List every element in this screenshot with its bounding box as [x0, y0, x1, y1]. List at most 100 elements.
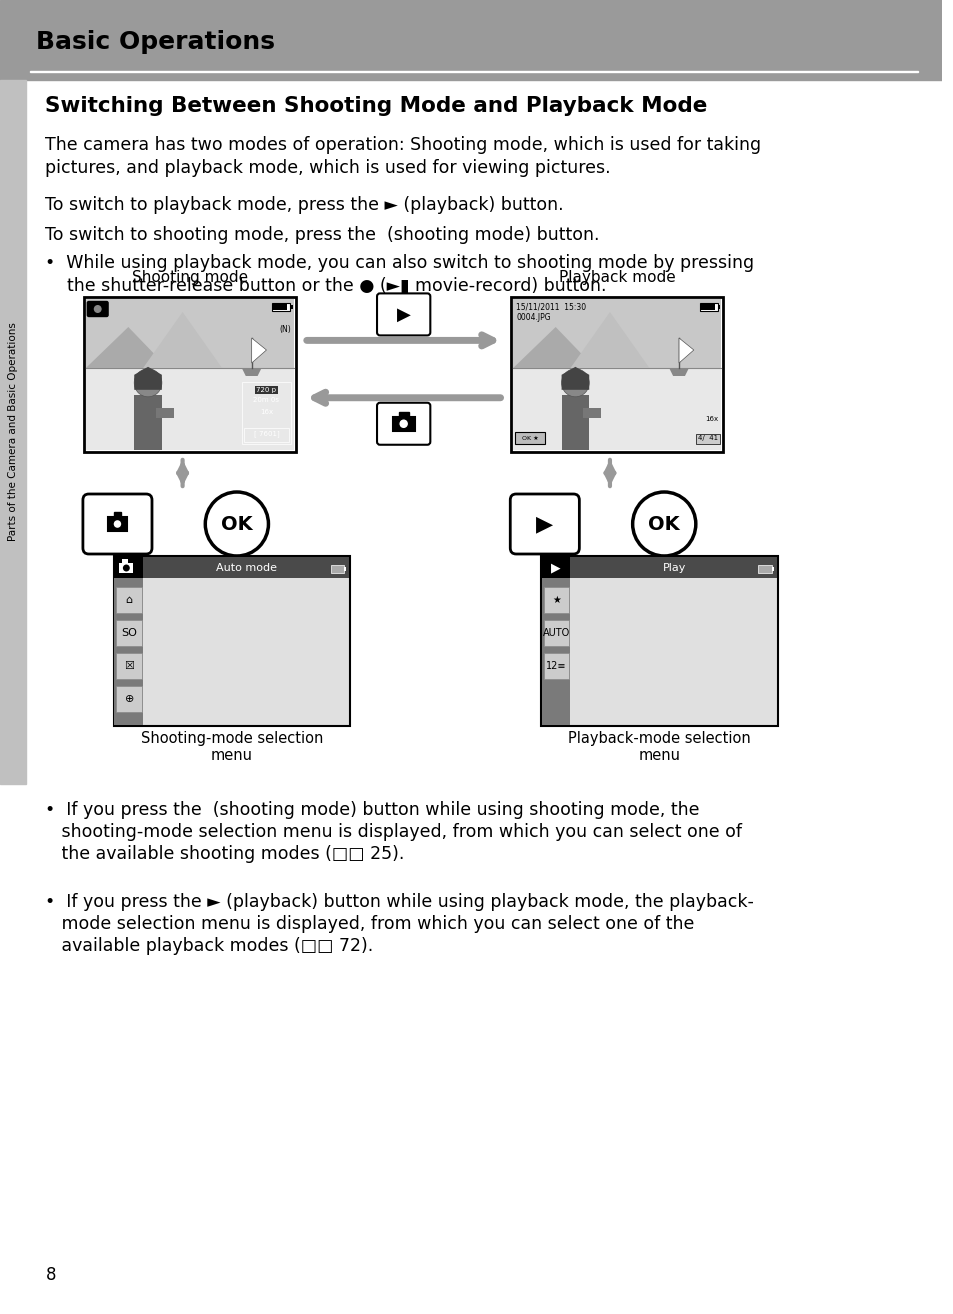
Bar: [513, 300, 720, 368]
Bar: [114, 557, 143, 578]
Polygon shape: [252, 338, 266, 363]
Bar: [717, 305, 720, 309]
Text: Playback-mode selection
menu: Playback-mode selection menu: [567, 731, 750, 763]
Bar: [543, 587, 569, 614]
Text: To switch to playback mode, press the ► (playback) button.: To switch to playback mode, press the ► …: [46, 196, 563, 214]
FancyBboxPatch shape: [510, 494, 578, 555]
Text: pictures, and playback mode, which is used for viewing pictures.: pictures, and playback mode, which is us…: [46, 159, 610, 177]
FancyBboxPatch shape: [83, 494, 152, 555]
Text: Play: Play: [661, 562, 685, 573]
Circle shape: [205, 491, 268, 556]
Text: 720 p: 720 p: [256, 388, 276, 393]
Bar: [290, 305, 293, 309]
Bar: [543, 620, 569, 646]
Bar: [541, 578, 570, 725]
Bar: [695, 434, 719, 444]
Bar: [541, 557, 570, 578]
Text: ▶: ▶: [536, 514, 553, 533]
Bar: [116, 587, 142, 614]
Text: shooting-mode selection menu is displayed, from which you can select one of: shooting-mode selection menu is displaye…: [46, 823, 741, 841]
Bar: [114, 557, 349, 578]
Bar: [771, 568, 773, 572]
Bar: [84, 297, 295, 452]
Polygon shape: [513, 327, 595, 368]
Bar: [86, 300, 294, 368]
Text: ⊕: ⊕: [125, 694, 133, 704]
Bar: [541, 557, 776, 578]
Bar: [398, 411, 408, 417]
Text: mode selection menu is displayed, from which you can select one of the: mode selection menu is displayed, from w…: [46, 915, 694, 933]
Polygon shape: [143, 311, 222, 368]
Text: Shooting mode: Shooting mode: [132, 269, 248, 285]
Bar: [344, 568, 346, 572]
Bar: [241, 382, 291, 444]
Text: 15/11/2011  15:30: 15/11/2011 15:30: [516, 302, 586, 311]
Bar: [582, 407, 600, 418]
Circle shape: [398, 419, 408, 428]
Text: •  If you press the ► (playback) button while using playback mode, the playback-: • If you press the ► (playback) button w…: [46, 894, 754, 911]
Circle shape: [123, 565, 130, 572]
Circle shape: [112, 519, 122, 528]
Bar: [116, 653, 142, 679]
Text: AUTO: AUTO: [542, 628, 570, 639]
Bar: [0, 0, 941, 80]
Text: 16x: 16x: [259, 409, 273, 415]
Text: [ 7601]: [ 7601]: [253, 430, 279, 436]
Bar: [393, 417, 415, 431]
Text: Basic Operations: Basic Operations: [35, 30, 274, 54]
Bar: [122, 558, 128, 562]
Text: Parts of the Camera and Basic Operations: Parts of the Camera and Basic Operations: [8, 322, 18, 541]
Bar: [513, 368, 720, 449]
Text: available playback modes (□□ 72).: available playback modes (□□ 72).: [46, 937, 374, 955]
Bar: [119, 562, 133, 573]
Bar: [700, 304, 714, 310]
Polygon shape: [241, 368, 261, 376]
Text: ▶: ▶: [396, 305, 410, 323]
Polygon shape: [668, 368, 688, 376]
Polygon shape: [561, 367, 589, 390]
Text: 12≡: 12≡: [546, 661, 566, 671]
Text: SO: SO: [121, 628, 137, 639]
Bar: [113, 556, 350, 727]
Text: 0004.JPG: 0004.JPG: [516, 313, 550, 322]
Bar: [86, 368, 294, 449]
Text: To switch to shooting mode, press the  (shooting mode) button.: To switch to shooting mode, press the (s…: [46, 226, 599, 244]
Polygon shape: [86, 327, 168, 368]
Bar: [134, 394, 162, 449]
Bar: [758, 565, 771, 573]
Circle shape: [134, 369, 162, 397]
Bar: [114, 578, 143, 725]
Text: the available shooting modes (□□ 25).: the available shooting modes (□□ 25).: [46, 845, 404, 863]
Text: OK: OK: [221, 515, 253, 533]
Polygon shape: [134, 367, 162, 390]
Text: Playback mode: Playback mode: [558, 269, 675, 285]
Text: The camera has two modes of operation: Shooting mode, which is used for taking: The camera has two modes of operation: S…: [46, 137, 760, 154]
Bar: [155, 407, 173, 418]
Text: ⌂: ⌂: [126, 595, 132, 604]
Bar: [543, 653, 569, 679]
Text: the shutter-release button or the ● (►▮ movie-record) button.: the shutter-release button or the ● (►▮ …: [46, 277, 606, 296]
Bar: [515, 432, 544, 444]
Text: (N): (N): [279, 325, 291, 334]
Text: Shooting-mode selection
menu: Shooting-mode selection menu: [141, 731, 323, 763]
Bar: [274, 304, 287, 310]
Bar: [561, 394, 589, 449]
Circle shape: [632, 491, 695, 556]
Bar: [116, 620, 142, 646]
FancyBboxPatch shape: [376, 403, 430, 444]
Text: 8: 8: [46, 1265, 56, 1284]
Bar: [540, 556, 777, 727]
Polygon shape: [570, 311, 649, 368]
Bar: [244, 428, 289, 442]
Text: •  If you press the  (shooting mode) button while using shooting mode, the: • If you press the (shooting mode) butto…: [46, 802, 700, 819]
FancyBboxPatch shape: [88, 301, 108, 317]
Circle shape: [561, 369, 589, 397]
Text: ▶: ▶: [550, 561, 560, 574]
Text: ★: ★: [552, 595, 560, 604]
Bar: [700, 304, 717, 311]
Text: ☒: ☒: [124, 661, 134, 671]
Bar: [116, 686, 142, 712]
Circle shape: [93, 305, 102, 313]
Text: Auto mode: Auto mode: [216, 562, 277, 573]
Text: •  While using playback mode, you can also switch to shooting mode by pressing: • While using playback mode, you can als…: [46, 254, 754, 272]
